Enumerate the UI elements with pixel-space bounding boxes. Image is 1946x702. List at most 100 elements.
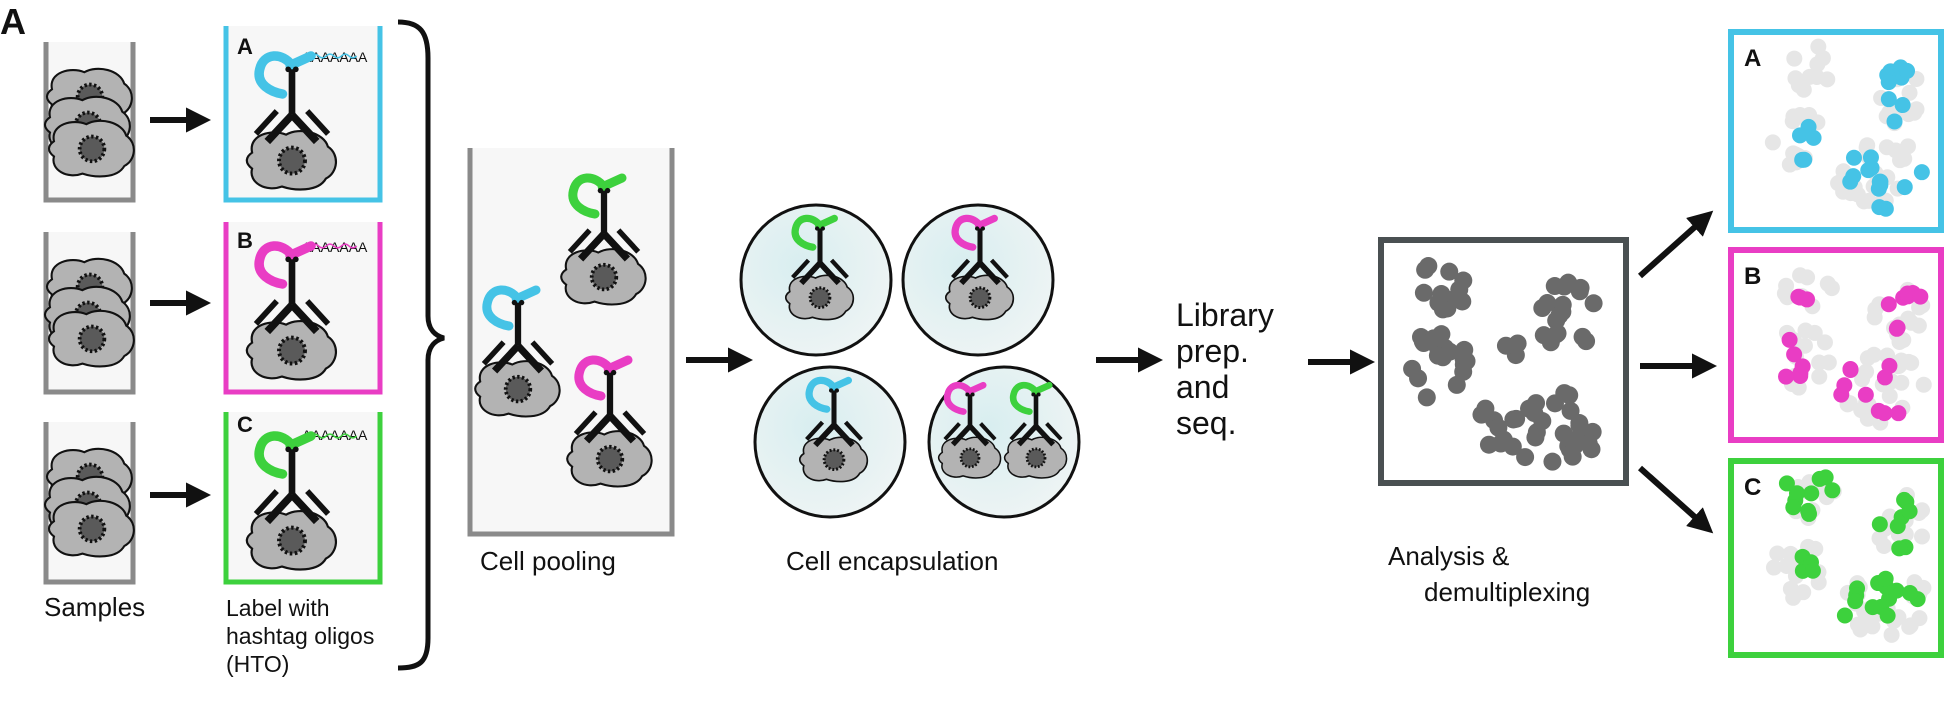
cluster-dot [1496, 336, 1515, 355]
antibody-hto-icon [573, 355, 647, 444]
cluster-dot [1534, 326, 1553, 345]
cluster-dot [1562, 431, 1581, 450]
demux-arrows [1638, 210, 1718, 534]
cluster-dot [1880, 296, 1897, 313]
cluster-dot [1805, 129, 1822, 146]
droplet-doublet [927, 365, 1081, 519]
cluster-dot [1792, 267, 1809, 284]
cluster-dot [1450, 280, 1469, 299]
cluster-dot [1803, 485, 1820, 502]
cluster-dot [1824, 482, 1841, 499]
antibody-hto-icon [1009, 381, 1063, 447]
cluster-dot [1899, 285, 1916, 302]
hto-tube-b: B AAAAAAA [223, 222, 383, 395]
cluster-dot [1893, 374, 1910, 391]
cluster-dot [1584, 294, 1603, 313]
cluster-dot [1533, 412, 1552, 431]
result-panels: A B C [1728, 29, 1944, 658]
antibody-hto-icon [253, 431, 358, 525]
cluster-dot [1809, 56, 1826, 73]
result-panel-b: B [1728, 247, 1944, 443]
cluster-dot [1871, 199, 1888, 216]
cluster-dot [1782, 545, 1799, 562]
antibody-hto-icon [805, 376, 863, 448]
hto-tubes: A AAAAAAA B AAAAAAA C AAAAAAA [223, 26, 383, 585]
cell-icon [47, 499, 135, 558]
cluster-dot [1849, 616, 1866, 633]
cluster-dot [1795, 584, 1812, 601]
cluster-dot [1915, 376, 1932, 393]
cluster-dot [1896, 179, 1913, 196]
cluster-dot [1901, 84, 1918, 101]
hto-letter-a: A [237, 34, 253, 59]
antibody-hto-icon [253, 241, 358, 335]
cluster-dot [1820, 354, 1837, 371]
cell-icon [47, 309, 135, 368]
sample-tubes [43, 42, 136, 585]
cluster-dot [1428, 346, 1447, 365]
cluster-dot [1880, 91, 1897, 108]
samples-label: Samples [44, 592, 145, 622]
cluster-dot [1877, 570, 1894, 587]
cluster-dot [1579, 434, 1598, 453]
cluster-dot [1778, 475, 1795, 492]
pooling-brace [397, 19, 445, 671]
cluster-dot [1845, 149, 1862, 166]
cluster-dot [1862, 149, 1879, 166]
cluster-dot [1880, 74, 1897, 91]
panel-letter: A [0, 1, 26, 42]
cluster-dot [1433, 300, 1452, 319]
cluster-dot [1901, 618, 1918, 635]
library-line-4: seq. [1176, 405, 1236, 441]
library-line-3: and [1176, 369, 1229, 405]
cluster-dot [1561, 401, 1580, 420]
antibody-hto-icon [253, 51, 358, 145]
antibody-hto-icon [567, 173, 641, 262]
cluster-dot [1479, 435, 1498, 454]
cluster-dot [1914, 502, 1931, 519]
cluster-dot [1796, 151, 1813, 168]
label-hto-line-3: (HTO) [226, 651, 289, 677]
hto-polya-c: AAAAAAA [302, 427, 368, 443]
cluster-dot [1899, 62, 1916, 79]
antibody-hto-icon [481, 285, 555, 374]
cell-icon [245, 320, 337, 381]
cluster-dot [1527, 394, 1546, 413]
hto-tube-c: C AAAAAAA [223, 412, 383, 585]
antibody-hto-icon [943, 381, 997, 447]
cluster-dot [1896, 150, 1913, 167]
cluster-dot [1871, 516, 1888, 533]
cluster-dot [1555, 384, 1574, 403]
cluster-dot [1858, 363, 1875, 380]
cluster-dot [1792, 289, 1809, 306]
cluster-dot [1899, 138, 1916, 155]
cluster-dot [1881, 388, 1898, 405]
cluster-dot [1414, 283, 1433, 302]
cluster-dot [1819, 275, 1836, 292]
cluster-dot [1906, 104, 1923, 121]
cluster-dot [1455, 340, 1474, 359]
hto-tube-a: A AAAAAAA [223, 26, 383, 203]
cluster-dot [1550, 306, 1569, 325]
cluster-dot [1836, 377, 1853, 394]
cluster-dot [1778, 277, 1795, 294]
cluster-dot [1555, 277, 1574, 296]
analysis-line-1: Analysis & [1388, 541, 1509, 571]
cluster-dot [1440, 262, 1459, 281]
cluster-dot [1548, 324, 1567, 343]
pooling-tube [467, 148, 675, 537]
cluster-dot [1870, 180, 1887, 197]
cell-icon [474, 360, 561, 418]
analysis-label: Analysis & demultiplexing [1388, 541, 1590, 607]
cluster-dot [1543, 452, 1562, 471]
cluster-dot [1476, 399, 1495, 418]
arrow-to-a [1638, 210, 1714, 279]
cluster-dot [1778, 368, 1795, 385]
cluster-dot [1876, 369, 1893, 386]
cell-icon [245, 130, 337, 191]
cluster-dot [1764, 134, 1781, 151]
result-panel-c: C [1728, 458, 1944, 658]
cluster-dot [1804, 562, 1821, 579]
cluster-dot [1842, 362, 1859, 379]
cluster-dot [1913, 164, 1930, 181]
